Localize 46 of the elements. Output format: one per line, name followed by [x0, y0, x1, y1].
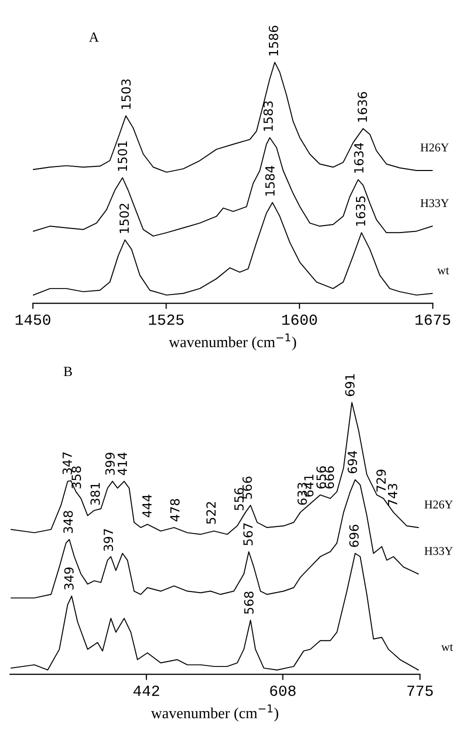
annotation: 522 — [206, 502, 216, 524]
annotation: 399 — [105, 452, 115, 475]
annotation: 347 — [62, 452, 72, 474]
annotation: 567 — [243, 523, 253, 546]
annotation: 414 — [118, 452, 127, 476]
x-tick-label: 775 — [407, 686, 433, 696]
x-tick-label: 608 — [270, 686, 296, 696]
x-tick-label: 1600 — [282, 314, 317, 325]
x-tick-label: 442 — [133, 686, 160, 696]
annotation: 1501 — [118, 142, 128, 171]
annotation: 1502 — [119, 204, 129, 233]
annotation: 1636 — [358, 92, 368, 122]
annotation: 696 — [349, 524, 359, 547]
annotation: 1584 — [265, 166, 275, 196]
annotation: 694 — [348, 450, 358, 474]
x-tick-label: 1525 — [148, 314, 184, 325]
chart-title: A — [89, 32, 99, 42]
annotation: 743 — [388, 484, 398, 506]
chart-title: B — [64, 366, 72, 376]
annotation: 729 — [376, 470, 386, 492]
annotation: 381 — [90, 482, 100, 505]
annotation: 566 — [242, 476, 252, 499]
series-label: H33Y — [420, 199, 449, 208]
annotation: 478 — [170, 498, 180, 522]
annotation: 444 — [142, 494, 152, 518]
annotation: 1634 — [354, 142, 364, 173]
annotation: 348 — [63, 510, 73, 533]
x-tick-label: 1450 — [16, 314, 50, 325]
annotation: 1503 — [121, 79, 131, 109]
annotation: 568 — [244, 592, 254, 614]
annotation: 691 — [345, 374, 355, 396]
annotation: 358 — [72, 466, 82, 488]
annotation: 1586 — [268, 26, 278, 56]
x-axis-title: wavenumber (cm$^{−1}$) — [151, 704, 278, 722]
series-label: wt — [437, 268, 450, 274]
annotation: 556 — [234, 488, 244, 510]
annotation: 1583 — [263, 101, 273, 131]
x-axis-title: wavenumber (cm$^{−1}$) — [168, 333, 296, 350]
annotation: 349 — [64, 568, 74, 590]
text: wt — [441, 644, 453, 651]
series-label: H26Y — [424, 500, 453, 508]
annotation: 397 — [104, 529, 114, 551]
series-label: H33Y — [424, 547, 453, 555]
series-label: H26Y — [420, 144, 449, 152]
x-tick-label: 1675 — [416, 314, 450, 325]
annotation: 1635 — [356, 196, 366, 226]
